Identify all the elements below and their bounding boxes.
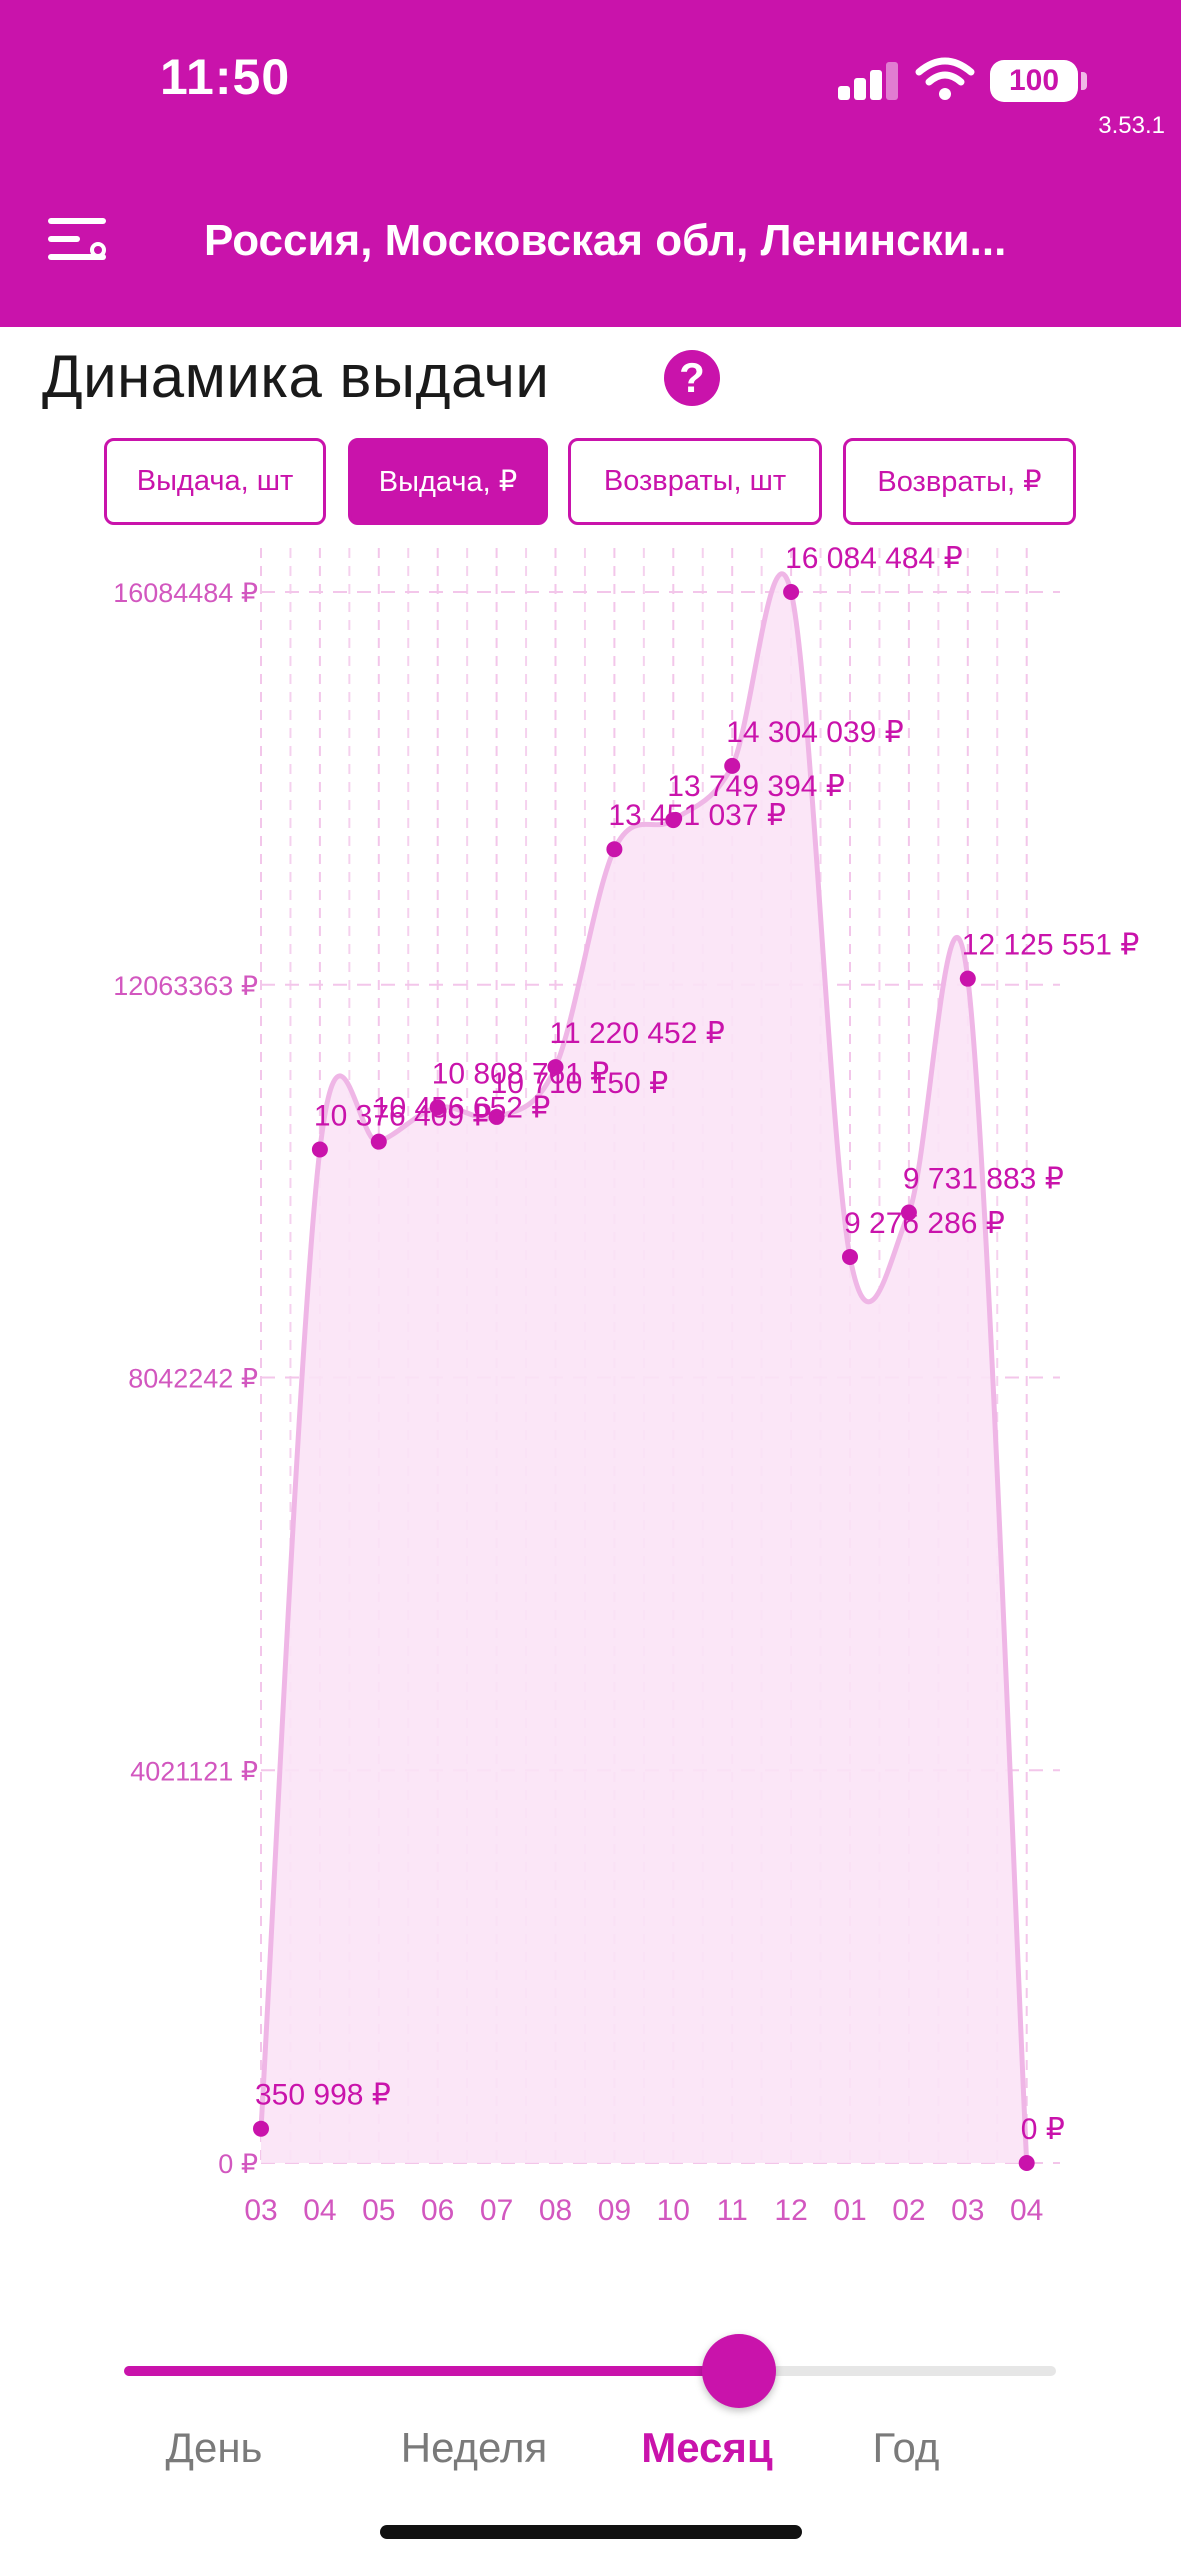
slider-fill: [124, 2366, 740, 2376]
x-tick-label: 02: [892, 2194, 925, 2227]
chart-points: [253, 584, 1035, 2171]
tab-issue-count[interactable]: Выдача, шт: [104, 438, 326, 525]
chart-y-axis-labels: 16084484 ₽ 12063363 ₽ 8042242 ₽ 4021121 ₽ 0 …: [113, 578, 258, 2179]
x-tick-label: 06: [421, 2194, 454, 2227]
y-tick-label: 4021121 ₽: [130, 1756, 258, 1786]
y-tick-label: 16084484 ₽: [113, 578, 258, 608]
data-point: [547, 1059, 564, 1076]
data-label: 9 276 286 ₽: [844, 1207, 1005, 1240]
slider-knob[interactable]: [702, 2334, 777, 2408]
x-tick-label: 01: [833, 2194, 866, 2227]
x-tick-label: 08: [539, 2194, 572, 2227]
x-tick-label: 05: [362, 2194, 395, 2227]
period-year[interactable]: Год: [872, 2424, 940, 2471]
data-label: 14 304 039 ₽: [726, 716, 904, 749]
x-tick-label: 04: [1010, 2194, 1043, 2227]
y-tick-label: 8042242 ₽: [128, 1364, 258, 1394]
data-point: [842, 1248, 858, 1265]
issue-dynamics-chart: 16084484 ₽ 12063363 ₽ 8042242 ₽ 4021121 ₽ 0 …: [113, 542, 1139, 2227]
tab-returns-count[interactable]: Возвраты, шт: [568, 438, 822, 525]
x-tick-label: 03: [244, 2194, 277, 2227]
data-point: [606, 841, 623, 858]
chart-x-axis-labels: 03 04 05 06 07 08 09 10 11 12 01 02 03 04: [244, 2194, 1043, 2227]
y-tick-label: 0 ₽: [218, 2149, 258, 2179]
tab-returns-rub[interactable]: Возвраты, ₽: [843, 438, 1076, 525]
data-label: 10 710 150 ₽: [491, 1067, 669, 1100]
data-point: [959, 970, 976, 987]
data-label: 9 731 883 ₽: [903, 1162, 1064, 1195]
cellular-signal-icon: [838, 62, 900, 100]
x-tick-label: 10: [657, 2194, 690, 2227]
home-indicator: [380, 2525, 802, 2539]
x-tick-label: 04: [303, 2194, 336, 2227]
wifi-icon: [915, 57, 975, 100]
data-point: [429, 1099, 446, 1116]
data-label: 10 456 652 ₽: [373, 1092, 551, 1125]
app-header: 11:50 100 3.53.1 Россия, Московская обл,…: [0, 0, 1181, 327]
data-label: 13 451 037 ₽: [608, 799, 786, 832]
location-title[interactable]: Россия, Московская обл, Ленински...: [204, 216, 1007, 265]
data-point: [665, 812, 682, 829]
period-day[interactable]: День: [165, 2424, 263, 2471]
x-tick-label: 12: [774, 2194, 807, 2227]
data-point: [1018, 2155, 1035, 2171]
data-point: [253, 2120, 269, 2137]
period-slider[interactable]: [124, 2330, 1056, 2410]
chart-data-labels: 350 998 ₽ 10 376 409 ₽10 456 652 ₽10 808 …: [255, 542, 1139, 2146]
period-week[interactable]: Неделя: [400, 2424, 548, 2471]
period-month[interactable]: Месяц: [641, 2424, 773, 2471]
data-label: 0 ₽: [1021, 2113, 1065, 2146]
data-point: [488, 1108, 505, 1125]
battery-tip: [1081, 72, 1087, 90]
data-point: [900, 1204, 917, 1221]
question-circle-icon[interactable]: ?: [664, 350, 720, 406]
page-title: Динамика выдачи: [42, 343, 550, 410]
data-label: 10 808 761 ₽: [432, 1057, 610, 1090]
x-tick-label: 11: [717, 2194, 748, 2227]
menu-icon[interactable]: [48, 218, 110, 264]
data-label: 16 084 484 ₽: [785, 542, 963, 575]
x-tick-label: 09: [598, 2194, 631, 2227]
status-time: 11:50: [160, 49, 291, 105]
data-label: 12 125 551 ₽: [962, 929, 1140, 962]
tab-issue-rub[interactable]: Выдача, ₽: [348, 438, 548, 525]
chart-area-fill: [261, 573, 1027, 2163]
data-point: [311, 1141, 328, 1158]
data-label: 10 376 409 ₽: [314, 1100, 492, 1133]
battery-icon: 100: [990, 60, 1078, 102]
data-point: [724, 757, 741, 774]
y-tick-label: 12063363 ₽: [113, 971, 258, 1001]
data-label: 11 220 452 ₽: [550, 1017, 725, 1050]
data-label: 13 749 394 ₽: [667, 770, 845, 803]
x-tick-label: 07: [480, 2194, 513, 2227]
x-tick-label: 03: [951, 2194, 984, 2227]
app-version: 3.53.1: [1098, 112, 1165, 139]
data-point: [783, 584, 800, 600]
data-label: 350 998 ₽: [255, 2079, 391, 2112]
data-point: [370, 1133, 387, 1150]
